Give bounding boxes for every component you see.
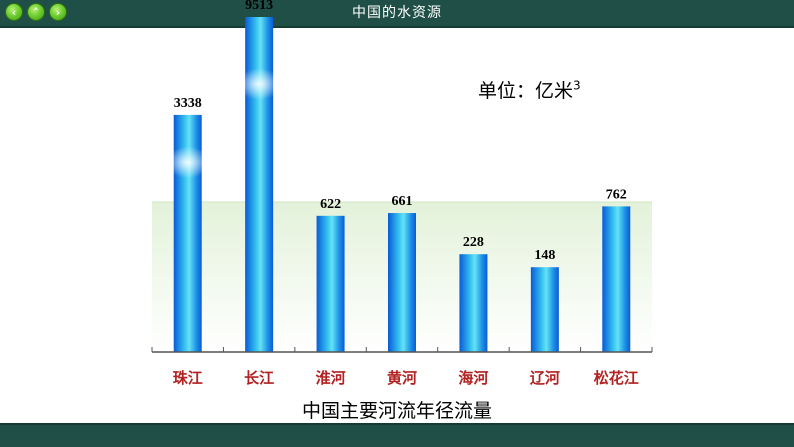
- bar: [316, 215, 345, 352]
- title-bar: [0, 0, 794, 28]
- category-label: 松花江: [594, 369, 639, 387]
- category-label: 长江: [244, 369, 274, 387]
- category-label: 淮河: [316, 369, 346, 387]
- bar-value-label: 762: [606, 187, 627, 202]
- category-label: 黄河: [387, 369, 417, 387]
- bar-value-label: 228: [463, 235, 484, 250]
- bar-highlight: [237, 68, 282, 101]
- bar: [530, 267, 559, 352]
- bar-value-label: 9513: [245, 0, 273, 13]
- unit-label: 单位：亿米3: [478, 78, 581, 102]
- bar-value-label: 148: [534, 248, 555, 263]
- home-icon[interactable]: ˄: [27, 3, 45, 21]
- category-label: 辽河: [530, 369, 560, 387]
- category-label: 海河: [458, 369, 488, 387]
- category-label: 珠江: [173, 369, 203, 387]
- bar: [602, 206, 631, 352]
- footer-bar: [0, 423, 794, 447]
- bar-value-label: 622: [320, 197, 341, 212]
- forward-icon[interactable]: ›: [49, 3, 67, 21]
- page-title: 中国的水资源: [352, 5, 442, 21]
- bar-value-label: 3338: [174, 96, 202, 111]
- bar: [245, 17, 274, 353]
- chart-caption: 中国主要河流年径流量: [301, 400, 492, 422]
- back-icon[interactable]: ‹: [5, 3, 23, 21]
- bar: [388, 213, 416, 352]
- bar: [459, 254, 488, 352]
- bar-highlight: [165, 146, 210, 179]
- bar-value-label: 661: [392, 194, 413, 209]
